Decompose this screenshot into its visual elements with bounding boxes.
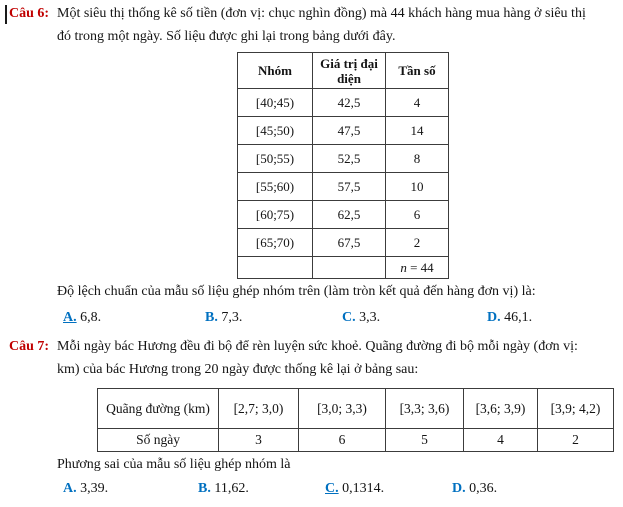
- q6-cell-freq: 8: [385, 144, 449, 173]
- q6-cell-value: 47,5: [312, 116, 386, 145]
- q6-table-header-row: Nhóm Giá trị đại diện Tần số: [237, 52, 449, 89]
- q6-cell-group: [60;75): [237, 200, 313, 229]
- q6-table: Nhóm Giá trị đại diện Tần số [40;45) 42,…: [237, 52, 449, 279]
- q7-count-cell: 6: [298, 428, 386, 452]
- q6-table-row: [40;45) 42,5 4: [237, 88, 449, 117]
- text-cursor-bar: [5, 5, 7, 24]
- q7-option-d-text: 0,36.: [469, 481, 498, 496]
- q6-option-c-letter: C.: [342, 310, 356, 325]
- q6-option-b: B. 7,3.: [205, 310, 242, 326]
- q6-option-a-letter: A.: [63, 310, 77, 325]
- q6-options-row: A. 6,8. B. 7,3. C. 3,3. D. 46,1.: [0, 310, 623, 330]
- q6-table-row: [55;60) 57,5 10: [237, 172, 449, 201]
- q7-label: Câu 7:: [9, 339, 50, 354]
- q6-option-a-text: 6,8.: [80, 310, 102, 325]
- q7-interval-cell: [3,9; 4,2): [537, 388, 614, 429]
- q6-cell-group: [55;60): [237, 172, 313, 201]
- q6-col-header-frequency: Tần số: [385, 52, 449, 89]
- q7-count-cell: 3: [218, 428, 299, 452]
- q6-option-d-text: 46,1.: [504, 310, 533, 325]
- q7-option-d-letter: D.: [452, 481, 466, 496]
- q6-cell-freq: 14: [385, 116, 449, 145]
- q6-cell-value: 67,5: [312, 228, 386, 257]
- q6-table-row: [45;50) 47,5 14: [237, 116, 449, 145]
- q7-option-c-letter: C.: [325, 481, 339, 496]
- q6-table-row: [50;55) 52,5 8: [237, 144, 449, 173]
- q6-cell-freq: 2: [385, 228, 449, 257]
- q6-cell-value: 52,5: [312, 144, 386, 173]
- q7-option-d: D. 0,36.: [452, 481, 497, 497]
- q7-option-a-text: 3,39.: [80, 481, 109, 496]
- q6-cell-freq: 10: [385, 172, 449, 201]
- q6-cell-freq: 4: [385, 88, 449, 117]
- q6-option-b-letter: B.: [205, 310, 218, 325]
- q6-table-row: [60;75) 62,5 6: [237, 200, 449, 229]
- n-variable: n: [400, 259, 407, 275]
- q6-label: Câu 6:: [9, 6, 50, 21]
- n-total: = 44: [410, 259, 434, 275]
- q7-option-a-letter: A.: [63, 481, 77, 496]
- q7-text-line1: Mỗi ngày bác Hương đều đi bộ để rèn luyệ…: [57, 339, 578, 354]
- q6-option-c: C. 3,3.: [342, 310, 380, 326]
- q6-footer-total-cell: n = 44: [385, 256, 449, 279]
- q6-option-a: A. 6,8.: [63, 310, 101, 326]
- q6-footer-empty-cell: [237, 256, 313, 279]
- q7-row-header-distance: Quãng đường (km): [97, 388, 219, 429]
- q7-stem: Phương sai của mẫu số liệu ghép nhóm là: [57, 457, 291, 472]
- q6-col-header-group: Nhóm: [237, 52, 313, 89]
- q6-footer-empty-cell: [312, 256, 386, 279]
- q6-option-d-letter: D.: [487, 310, 501, 325]
- q7-table: Quãng đường (km) [2,7; 3,0) [3,0; 3,3) […: [97, 388, 614, 452]
- q7-option-a: A. 3,39.: [63, 481, 108, 497]
- q6-cell-value: 62,5: [312, 200, 386, 229]
- q6-cell-value: 57,5: [312, 172, 386, 201]
- q7-interval-cell: [3,3; 3,6): [385, 388, 464, 429]
- q6-text-line2: đó trong một ngày. Số liệu được ghi lại …: [57, 29, 396, 44]
- q7-option-b-text: 11,62.: [214, 481, 249, 496]
- q7-interval-cell: [3,0; 3,3): [298, 388, 386, 429]
- q7-row-header-days: Số ngày: [97, 428, 219, 452]
- q6-cell-group: [45;50): [237, 116, 313, 145]
- q7-count-cell: 4: [463, 428, 538, 452]
- q7-option-c-text: 0,1314.: [342, 481, 385, 496]
- q7-interval-cell: [3,6; 3,9): [463, 388, 538, 429]
- q7-count-cell: 5: [385, 428, 464, 452]
- q6-text-line1: Một siêu thị thống kê số tiền (đơn vị: c…: [57, 6, 586, 21]
- q7-count-cell: 2: [537, 428, 614, 452]
- q7-option-c: C. 0,1314.: [325, 481, 384, 497]
- q6-cell-value: 42,5: [312, 88, 386, 117]
- q7-option-b: B. 11,62.: [198, 481, 249, 497]
- q6-option-b-text: 7,3.: [221, 310, 243, 325]
- q6-stem: Độ lệch chuẩn của mẫu số liệu ghép nhóm …: [57, 284, 536, 299]
- q6-cell-freq: 6: [385, 200, 449, 229]
- q6-cell-group: [50;55): [237, 144, 313, 173]
- q6-option-c-text: 3,3.: [359, 310, 381, 325]
- q7-table-interval-row: Quãng đường (km) [2,7; 3,0) [3,0; 3,3) […: [97, 388, 614, 429]
- q7-options-row: A. 3,39. B. 11,62. C. 0,1314. D. 0,36.: [0, 481, 623, 501]
- q6-option-d: D. 46,1.: [487, 310, 532, 326]
- q7-table-count-row: Số ngày 3 6 5 4 2: [97, 428, 614, 452]
- q6-table-row: [65;70) 67,5 2: [237, 228, 449, 257]
- q7-text-line2: km) của bác Hương trong 20 ngày được thố…: [57, 362, 419, 377]
- q6-table-footer-row: n = 44: [237, 256, 449, 279]
- q7-option-b-letter: B.: [198, 481, 211, 496]
- q6-cell-group: [65;70): [237, 228, 313, 257]
- q7-interval-cell: [2,7; 3,0): [218, 388, 299, 429]
- q6-cell-group: [40;45): [237, 88, 313, 117]
- q6-col-header-representative: Giá trị đại diện: [312, 52, 386, 89]
